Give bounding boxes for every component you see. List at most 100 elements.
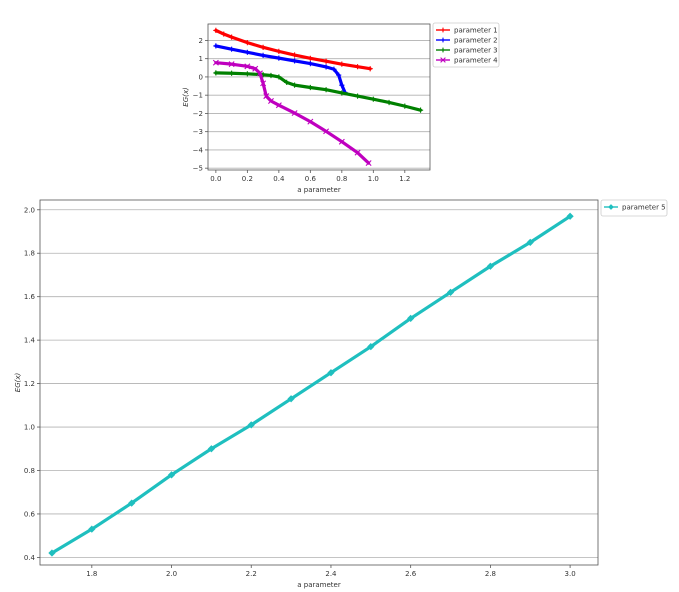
data-point bbox=[367, 66, 373, 72]
data-point bbox=[307, 118, 314, 125]
data-point bbox=[291, 110, 298, 117]
data-point bbox=[354, 64, 361, 70]
data-point bbox=[252, 65, 259, 72]
legend-label: parameter 2 bbox=[454, 37, 498, 45]
y-tick-label: 2.0 bbox=[24, 206, 35, 214]
series-3 bbox=[213, 70, 424, 113]
y-tick-label: 1.4 bbox=[24, 337, 36, 345]
legend-marker bbox=[440, 57, 446, 63]
data-point bbox=[307, 84, 313, 91]
data-point bbox=[213, 27, 219, 33]
data-point bbox=[323, 128, 330, 135]
series-2 bbox=[213, 43, 348, 96]
data-point bbox=[307, 55, 313, 61]
data-point bbox=[276, 74, 282, 80]
data-point bbox=[244, 63, 251, 70]
data-point bbox=[367, 343, 375, 351]
data-point bbox=[446, 288, 455, 296]
data-point bbox=[566, 212, 574, 220]
plot-frame bbox=[39, 199, 599, 566]
data-point bbox=[291, 52, 298, 58]
series-1 bbox=[48, 212, 574, 557]
x-tick-label: 2.0 bbox=[166, 570, 177, 578]
y-tick-label: −1 bbox=[193, 92, 203, 100]
data-point bbox=[244, 71, 250, 77]
y-tick-label: 1.6 bbox=[24, 293, 36, 301]
data-point bbox=[260, 80, 267, 87]
data-point bbox=[365, 160, 372, 167]
data-point bbox=[212, 59, 219, 66]
legend-label: parameter 3 bbox=[454, 47, 498, 55]
legend-label: parameter 5 bbox=[622, 204, 666, 212]
legend-marker bbox=[440, 47, 446, 53]
data-point bbox=[268, 72, 274, 79]
data-point bbox=[275, 102, 282, 109]
x-tick-label: 0.2 bbox=[242, 175, 253, 183]
data-point bbox=[228, 61, 235, 68]
y-tick-label: 1.8 bbox=[24, 250, 35, 258]
y-tick-label: −4 bbox=[193, 146, 204, 154]
data-point bbox=[263, 93, 270, 100]
data-point bbox=[284, 79, 290, 85]
x-tick-label: 2.2 bbox=[246, 570, 257, 578]
data-point bbox=[267, 98, 274, 105]
x-tick-label: 0.0 bbox=[210, 175, 221, 183]
y-tick-label: −3 bbox=[193, 128, 203, 136]
data-point bbox=[229, 34, 235, 40]
data-point bbox=[386, 99, 392, 106]
data-point bbox=[48, 549, 56, 557]
x-tick-label: 1.2 bbox=[399, 175, 410, 183]
data-point bbox=[339, 90, 345, 96]
x-tick-label: 2.6 bbox=[405, 570, 417, 578]
y-tick-label: 0.4 bbox=[24, 554, 36, 562]
series-line bbox=[214, 71, 423, 112]
legend-box bbox=[600, 199, 668, 217]
data-point bbox=[486, 262, 495, 270]
x-tick-label: 0.6 bbox=[305, 175, 317, 183]
x-tick-label: 2.8 bbox=[485, 570, 496, 578]
data-point bbox=[256, 70, 263, 77]
y-tick-label: 1.2 bbox=[24, 380, 35, 388]
data-point bbox=[244, 40, 250, 46]
data-point bbox=[338, 138, 345, 145]
y-tick-label: 0.8 bbox=[24, 467, 35, 475]
data-point bbox=[167, 471, 176, 479]
y-axis-label: EG(x) bbox=[14, 373, 22, 393]
data-point bbox=[417, 107, 424, 113]
data-point bbox=[354, 93, 361, 99]
data-point bbox=[244, 49, 250, 55]
x-axis-label: a parameter bbox=[297, 581, 341, 589]
data-point bbox=[327, 369, 335, 377]
data-point bbox=[339, 61, 345, 67]
plot-frame bbox=[207, 23, 431, 171]
data-point bbox=[354, 149, 361, 156]
legend-label: parameter 4 bbox=[454, 57, 498, 65]
x-tick-label: 0.8 bbox=[336, 175, 347, 183]
bottom-chart: 0.4 0.6 0.8 1.0 1.2 1.4 1.6 1.8 2.0 1.8 2.0 2.2 2.4 2… bbox=[14, 199, 668, 589]
data-point bbox=[260, 44, 266, 50]
series-1 bbox=[213, 27, 373, 72]
data-point bbox=[307, 61, 313, 67]
y-tick-label: 1 bbox=[199, 55, 203, 63]
data-point bbox=[323, 64, 329, 70]
top-chart: 2 1 0 −1 −2 −3 −4 −5 0.0 0.2 0.4 0.6 0.8 1.0 1.2 a para… bbox=[182, 22, 500, 194]
data-point bbox=[402, 103, 408, 109]
legend-label: parameter 1 bbox=[454, 27, 498, 35]
data-point bbox=[291, 82, 298, 88]
legend-box bbox=[432, 22, 500, 68]
data-point bbox=[229, 46, 235, 52]
x-axis-label: a parameter bbox=[297, 186, 341, 194]
data-point bbox=[323, 58, 329, 64]
data-point bbox=[336, 72, 342, 78]
y-tick-label: 0 bbox=[199, 73, 203, 81]
data-point bbox=[407, 314, 415, 323]
data-point bbox=[323, 87, 329, 93]
legend-marker bbox=[440, 37, 446, 43]
legend-marker bbox=[440, 27, 446, 33]
y-tick-label: 1.0 bbox=[24, 424, 35, 432]
legend-marker bbox=[608, 204, 614, 210]
x-tick-label: 2.4 bbox=[325, 570, 337, 578]
y-tick-label: −5 bbox=[193, 165, 203, 173]
data-point bbox=[339, 82, 345, 88]
